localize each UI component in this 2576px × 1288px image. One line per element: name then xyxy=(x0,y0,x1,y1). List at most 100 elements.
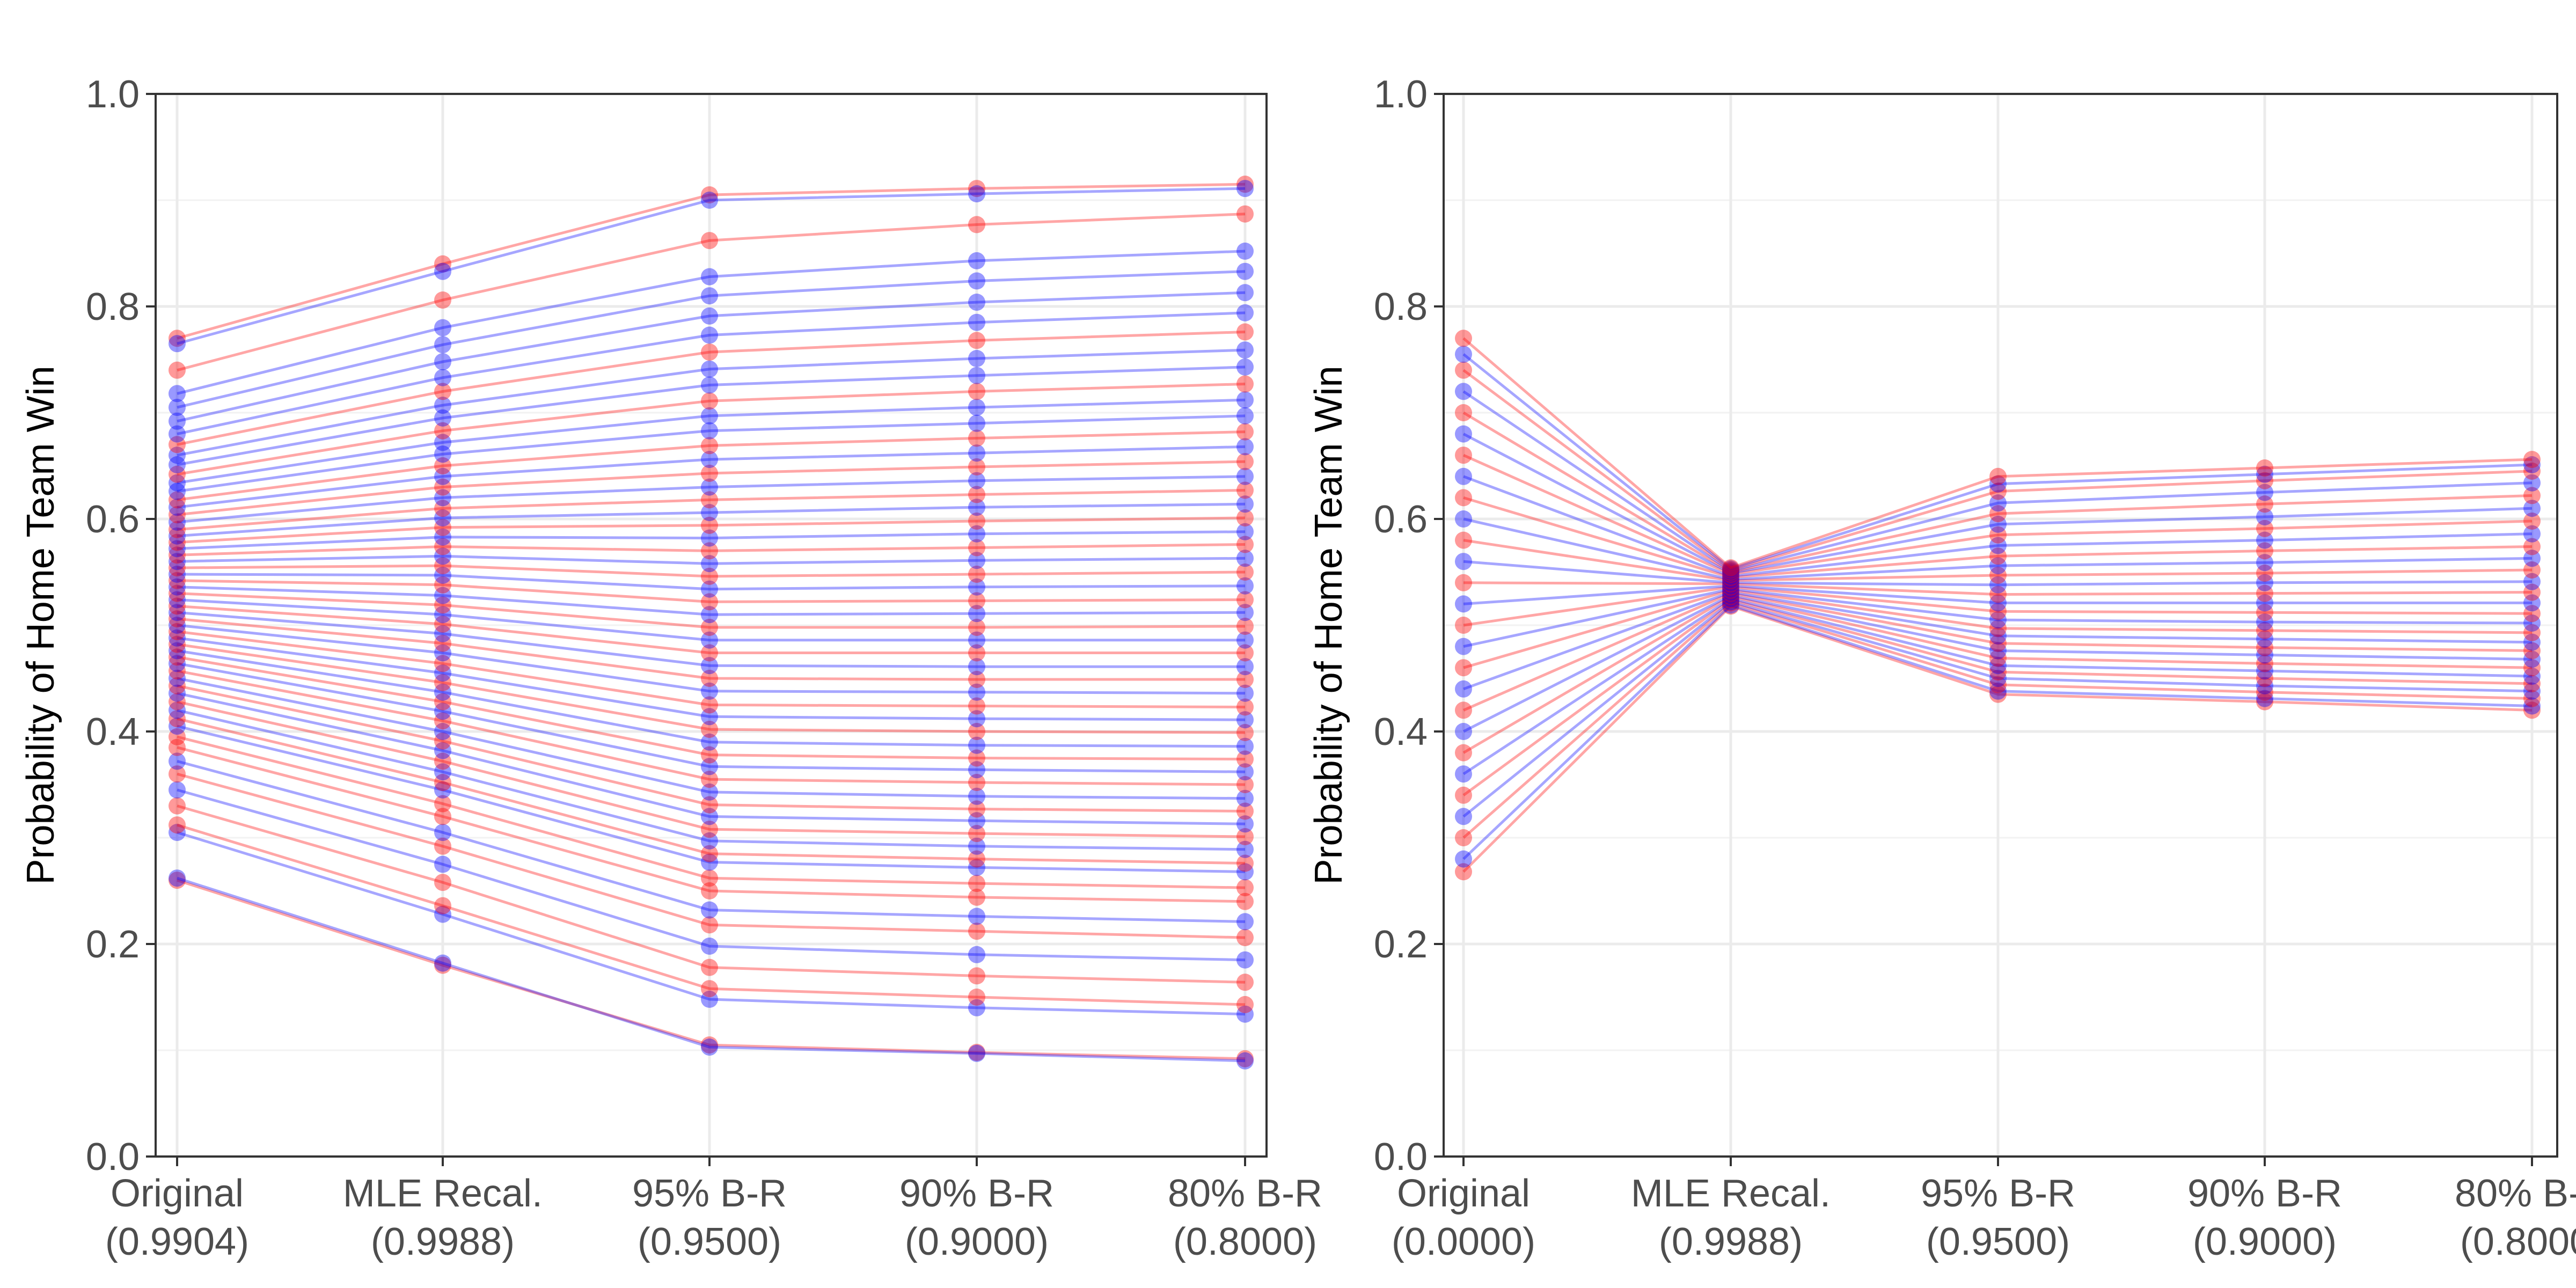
left-data-point xyxy=(434,683,451,701)
left-x-tick-sublabel: (0.9500) xyxy=(638,1220,781,1263)
right-series-line xyxy=(1463,586,2533,627)
left-data-point xyxy=(968,332,985,349)
left-data-point xyxy=(968,272,985,290)
left-series-line xyxy=(177,554,1246,565)
right-y-tick-label: 0.8 xyxy=(1374,286,1428,328)
left-data-point xyxy=(434,422,451,440)
left-series-line xyxy=(177,592,1246,629)
right-y-tick-label: 0.2 xyxy=(1374,923,1428,966)
left-data-point xyxy=(434,262,451,280)
left-y-axis: 0.0 0.2 0.4 0.6 0.8 1.0 xyxy=(86,73,156,1179)
left-data-point xyxy=(1236,391,1254,409)
right-data-point xyxy=(1722,559,1739,577)
right-data-point xyxy=(2523,451,2541,469)
left-data-point xyxy=(701,542,718,560)
left-data-point xyxy=(968,383,985,400)
left-data-point xyxy=(1236,304,1254,321)
left-series-line xyxy=(177,823,1246,1006)
right-data-point xyxy=(1989,642,2007,660)
left-data-point xyxy=(434,808,451,825)
left-data-point xyxy=(1236,1005,1254,1023)
right-data-point xyxy=(1989,482,2007,500)
left-data-point xyxy=(701,916,718,934)
left-data-point xyxy=(1236,284,1254,302)
right-data-point xyxy=(1455,744,1472,762)
right-data-point xyxy=(1455,638,1472,655)
right-data-point xyxy=(1455,425,1472,443)
left-data-point xyxy=(434,538,451,555)
left-data-point xyxy=(169,635,186,653)
left-data-point xyxy=(701,516,718,534)
left-data-point xyxy=(1236,1052,1254,1070)
left-data-point xyxy=(701,192,718,209)
right-data-point xyxy=(1989,611,2007,629)
left-data-point xyxy=(169,533,186,551)
left-data-point xyxy=(1236,750,1254,768)
right-data-point xyxy=(1455,553,1472,570)
right-data-point xyxy=(2523,605,2541,623)
left-data-point xyxy=(434,319,451,336)
left-data-point xyxy=(434,824,451,841)
right-data-point xyxy=(1989,619,2007,637)
left-series-line xyxy=(177,187,1246,345)
left-data-point xyxy=(968,989,985,1006)
left-data-point xyxy=(701,808,718,825)
left-data-point xyxy=(434,518,451,536)
right-data-point xyxy=(1722,590,1739,608)
left-data-point xyxy=(169,546,186,564)
right-data-point xyxy=(1455,447,1472,464)
left-data-point xyxy=(968,787,985,805)
left-data-point xyxy=(701,464,718,482)
right-data-point xyxy=(1722,570,1739,588)
left-series-line xyxy=(177,649,1246,748)
left-data-point xyxy=(968,539,985,557)
right-data-point xyxy=(2256,472,2273,489)
right-data-point xyxy=(1722,567,1739,585)
left-series-line xyxy=(177,445,1246,509)
right-x-tick-sublabel: (0.9000) xyxy=(2193,1220,2337,1263)
left-data-point xyxy=(434,732,451,750)
right-data-point xyxy=(1722,591,1739,609)
left-series-line xyxy=(177,579,1246,603)
left-data-point xyxy=(1236,711,1254,729)
right-data-point xyxy=(2256,670,2273,687)
left-panel: 0.0 0.2 0.4 0.6 0.8 1.0 Original (0.9904) MLE R… xyxy=(19,73,1322,1263)
right-x-axis: Original (0.0000) MLE Recal. (0.9988) 95% B-… xyxy=(1392,1157,2576,1263)
left-data-point xyxy=(1236,577,1254,595)
left-data-point xyxy=(1236,438,1254,456)
left-series-line xyxy=(177,611,1245,668)
left-data-point xyxy=(169,718,186,735)
right-data-point xyxy=(1722,583,1739,601)
right-data-point xyxy=(2523,642,2541,660)
right-series-line xyxy=(1462,594,2533,733)
left-data-point xyxy=(434,956,451,974)
left-series-line xyxy=(177,213,1246,372)
left-data-point xyxy=(1236,175,1254,193)
left-data-point xyxy=(434,547,451,565)
left-data-point xyxy=(169,872,186,889)
left-series-line xyxy=(177,630,1246,708)
left-data-point xyxy=(968,605,985,623)
left-data-point xyxy=(701,901,718,919)
right-series-line xyxy=(1462,337,2533,569)
right-data-point xyxy=(1722,581,1739,599)
left-data-point xyxy=(169,693,186,711)
left-data-point xyxy=(169,572,186,589)
left-series-layer xyxy=(169,175,1254,1070)
left-data-point xyxy=(968,837,985,855)
left-data-point xyxy=(434,509,451,526)
right-data-point xyxy=(1455,765,1472,783)
right-data-point xyxy=(2523,633,2541,651)
right-data-point xyxy=(2523,583,2541,601)
left-data-point xyxy=(169,465,186,483)
right-data-point xyxy=(1989,576,2007,594)
left-y-tick-label: 0.4 xyxy=(86,711,140,753)
right-data-point xyxy=(2523,697,2541,715)
left-data-point xyxy=(968,294,985,311)
left-series-line xyxy=(177,804,1246,984)
left-series-line xyxy=(177,636,1246,721)
right-data-point xyxy=(1455,510,1472,528)
left-data-point xyxy=(968,619,985,636)
left-data-point xyxy=(169,335,186,353)
left-data-point xyxy=(968,486,985,503)
